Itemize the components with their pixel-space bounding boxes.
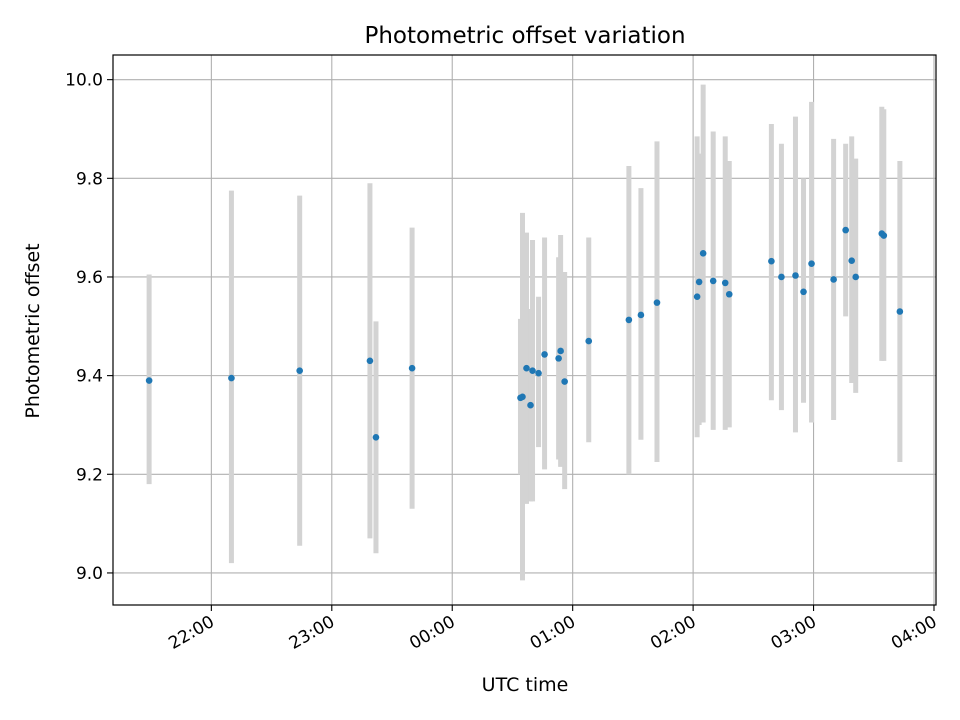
plot-area-frame — [112, 54, 937, 606]
data-point — [768, 257, 775, 265]
y-axis-label: Photometric offset — [22, 243, 44, 418]
y-tick-label: 10.0 — [65, 71, 103, 91]
data-point — [693, 293, 701, 301]
data-point — [842, 226, 849, 234]
chart-title: Photometric offset variation — [364, 23, 685, 49]
data-point — [529, 367, 536, 374]
data-point — [228, 374, 235, 382]
data-point — [585, 337, 593, 345]
data-point — [555, 355, 562, 362]
data-point — [721, 279, 729, 287]
data-point — [830, 276, 837, 283]
y-tick-label: 9.6 — [76, 268, 103, 288]
data-point — [557, 347, 564, 355]
y-tick-label: 9.2 — [76, 465, 103, 485]
data-point — [519, 393, 526, 401]
data-point — [695, 278, 703, 286]
data-point — [523, 364, 530, 372]
data-point — [896, 308, 904, 315]
data-point — [527, 401, 534, 409]
data-point — [145, 377, 153, 384]
x-axis-label: UTC time — [482, 674, 569, 696]
y-tick-label: 9.8 — [76, 169, 103, 189]
data-point — [653, 299, 661, 306]
data-point — [778, 273, 785, 281]
y-axis: 9.0 9.2 9.4 9.6 9.8 10.0 — [65, 71, 113, 584]
data-point — [541, 351, 548, 358]
data-point — [880, 232, 888, 239]
data-point — [709, 277, 717, 285]
data-point — [408, 364, 416, 372]
data-point — [792, 272, 799, 279]
data-point — [699, 249, 707, 257]
data-point — [637, 311, 645, 319]
y-tick-label: 9.0 — [76, 564, 103, 584]
data-point — [561, 378, 568, 385]
data-point — [808, 260, 815, 267]
data-point — [625, 316, 633, 324]
data-point — [366, 357, 374, 365]
data-point — [800, 288, 807, 296]
data-point — [535, 369, 542, 377]
data-point — [725, 290, 733, 298]
data-point — [296, 367, 303, 374]
data-points — [145, 226, 904, 441]
y-tick-label: 9.4 — [76, 367, 103, 387]
data-point — [848, 257, 855, 264]
data-point — [372, 433, 380, 441]
data-point — [852, 273, 860, 281]
